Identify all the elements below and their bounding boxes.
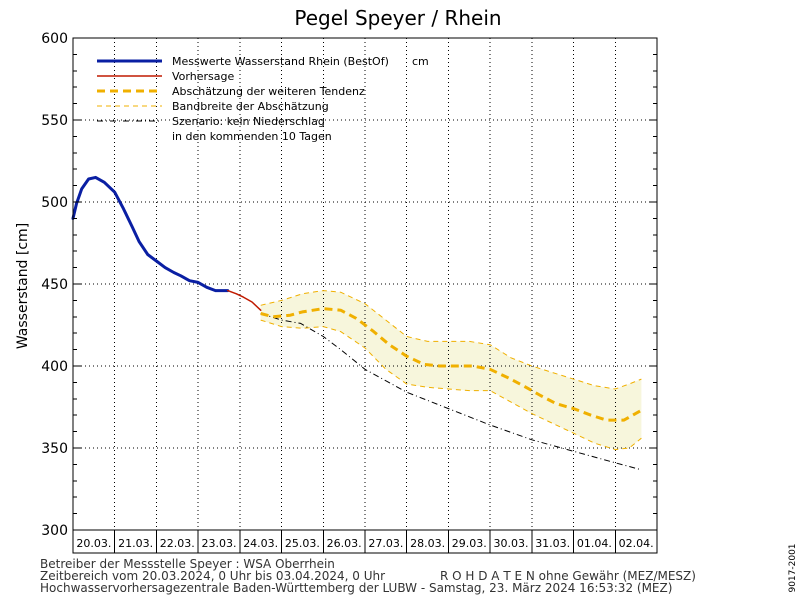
band-lower-line — [260, 319, 642, 451]
series-layer — [71, 175, 643, 470]
series-line-tendency — [260, 307, 643, 422]
legend-label-band: Bandbreite der Abschätzung — [172, 100, 329, 113]
footer-issuer: Hochwasservorhersagezentrale Baden-Württ… — [40, 581, 673, 595]
x-tick-label: 28.03. — [410, 537, 445, 550]
x-tick-label: 26.03. — [327, 537, 362, 550]
x-tick-label: 21.03. — [118, 537, 153, 550]
legend-label-measured: Messwerte Wasserstand Rhein (BestOf) — [172, 55, 389, 68]
series-line-forecast — [226, 289, 262, 311]
legend-item-band: Bandbreite der Abschätzung — [97, 100, 329, 113]
legend-unit: cm — [412, 55, 429, 68]
legend-item-tendency: Abschätzung der weiteren Tendenz — [97, 85, 365, 98]
axis-layer: 300 350 400 450 500 550 600 20.03. 21.03. 22.03. 2… — [41, 31, 657, 553]
x-tick-label: 02.04. — [619, 537, 654, 550]
series-line-measured — [71, 175, 230, 293]
x-tick-label: 22.03. — [160, 537, 195, 550]
y-tick-label: 500 — [41, 195, 68, 211]
chart-title: Pegel Speyer / Rhein — [294, 6, 501, 30]
y-tick-label: 600 — [41, 31, 68, 47]
x-tick-label: 30.03. — [494, 537, 529, 550]
y-tick-label: 450 — [41, 277, 68, 293]
band-upper-line — [260, 290, 642, 390]
side-code-label: 9017-2001 — [788, 543, 798, 592]
x-tick-label: 20.03. — [76, 537, 111, 550]
x-tick-label: 27.03. — [368, 537, 403, 550]
footer-operator: Betreiber der Messstelle Speyer : WSA Ob… — [40, 557, 335, 571]
legend-item-scenario: Szenario: kein Niederschlag in den kommen… — [97, 115, 332, 143]
y-axis-label: Wasserstand [cm] — [15, 223, 31, 349]
x-tick-label: 24.03. — [243, 537, 278, 550]
x-tick-label: 01.04. — [577, 537, 612, 550]
legend-label-tendency: Abschätzung der weiteren Tendenz — [172, 85, 365, 98]
band-layer — [260, 290, 642, 450]
band-area — [260, 290, 642, 450]
x-tick-label: 31.03. — [535, 537, 570, 550]
x-tick-label: 23.03. — [202, 537, 237, 550]
grid-layer — [73, 38, 657, 530]
legend-label-scenario: Szenario: kein Niederschlag — [172, 115, 325, 128]
legend-item-measured: Messwerte Wasserstand Rhein (BestOf) cm — [97, 55, 429, 68]
legend-label-scenario-line2: in den kommenden 10 Tagen — [172, 130, 332, 143]
x-tick-label: 25.03. — [285, 537, 320, 550]
footer-time-range: Zeitbereich vom 20.03.2024, 0 Uhr bis 03… — [40, 569, 386, 583]
y-tick-label: 400 — [41, 359, 68, 375]
series-line-scenario — [260, 313, 640, 470]
legend: Messwerte Wasserstand Rhein (BestOf) cm Vo… — [97, 55, 429, 143]
y-tick-label: 350 — [41, 441, 68, 457]
y-tick-label: 550 — [41, 113, 68, 129]
footer-raw-data-note: R O H D A T E N ohne Gewähr (MEZ/MESZ) — [440, 569, 696, 583]
x-tick-label: 29.03. — [452, 537, 487, 550]
legend-item-forecast: Vorhersage — [97, 70, 234, 83]
legend-label-forecast: Vorhersage — [172, 70, 234, 83]
y-tick-label: 300 — [41, 523, 68, 539]
